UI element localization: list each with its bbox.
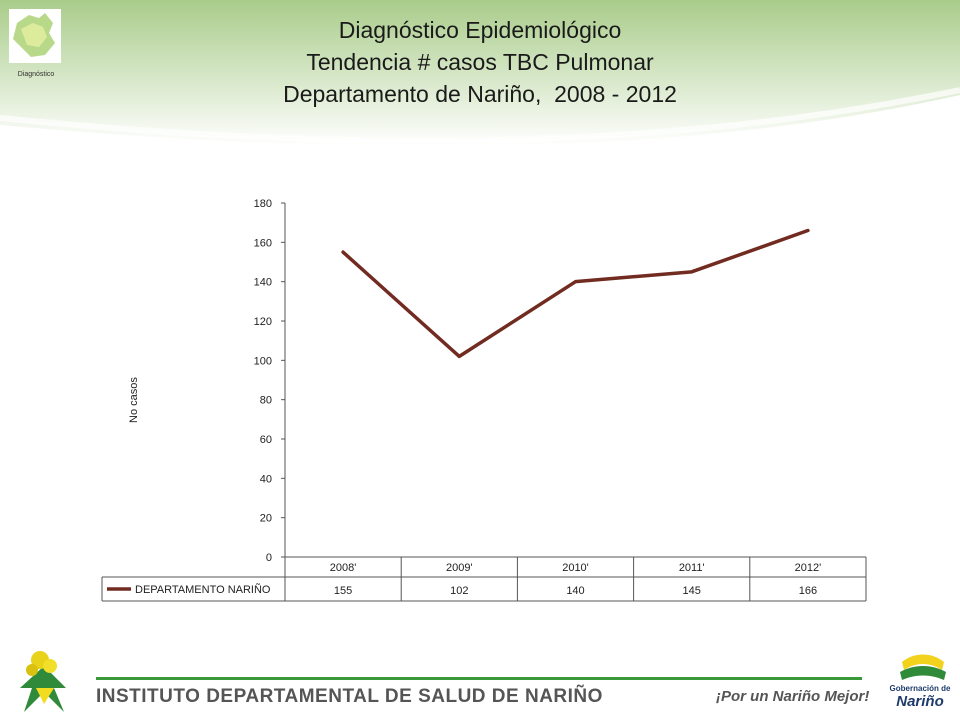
table-data-value: 166 <box>799 585 817 597</box>
title-line-2: Tendencia # casos TBC Pulmonar <box>306 49 654 75</box>
y-tick-label: 40 <box>260 473 272 485</box>
y-tick-label: 120 <box>254 316 272 328</box>
series-point <box>341 250 345 254</box>
series-point <box>806 229 810 233</box>
gobernacion-logo-label: Gobernación de Nariño <box>886 684 954 709</box>
footer-rule <box>96 677 862 680</box>
map-icon <box>13 13 55 57</box>
y-axis-label: No casos <box>128 377 140 423</box>
y-tick-label: 160 <box>254 237 272 249</box>
y-tick-label: 100 <box>254 355 272 367</box>
series-point <box>690 270 694 274</box>
x-category-label: 2011' <box>679 562 705 574</box>
y-tick-label: 140 <box>254 277 272 289</box>
x-category-label: 2012' <box>795 562 822 574</box>
logo-caption: Diagnóstico <box>17 71 55 78</box>
table-data-value: 102 <box>450 585 468 597</box>
x-category-label: 2010' <box>562 562 589 574</box>
legend-series-name: DEPARTAMENTO NARIÑO <box>135 583 271 596</box>
series-point <box>457 354 461 358</box>
table-data-value: 155 <box>334 585 352 597</box>
series-point <box>574 280 577 284</box>
title-line-1: Diagnóstico Epidemiológico <box>338 17 622 43</box>
gobernacion-label-small: Gobernación de <box>889 684 951 693</box>
y-tick-label: 20 <box>260 513 272 525</box>
y-tick-label: 180 <box>254 198 272 210</box>
footer-institution: INSTITUTO DEPARTAMENTAL DE SALUD DE NARI… <box>96 686 603 707</box>
gobernacion-logo-icon <box>900 654 946 680</box>
footer-slogan: ¡Por un Nariño Mejor! <box>716 688 870 705</box>
table-data-value: 145 <box>683 585 701 597</box>
department-map-logo <box>9 9 61 63</box>
title-line-3: Departamento de Nariño, 2008 - 2012 <box>283 81 677 107</box>
header-background <box>0 0 960 147</box>
series-line <box>341 228 810 359</box>
y-tick-label: 60 <box>260 434 272 446</box>
x-category-label: 2008' <box>330 562 357 574</box>
gobernacion-label-big: Nariño <box>896 693 944 710</box>
flower-logo-icon <box>20 651 66 712</box>
x-category-label: 2009' <box>446 562 473 574</box>
y-tick-label: 0 <box>266 552 272 564</box>
table-data-value: 140 <box>566 585 584 597</box>
y-tick-label: 80 <box>260 395 272 407</box>
